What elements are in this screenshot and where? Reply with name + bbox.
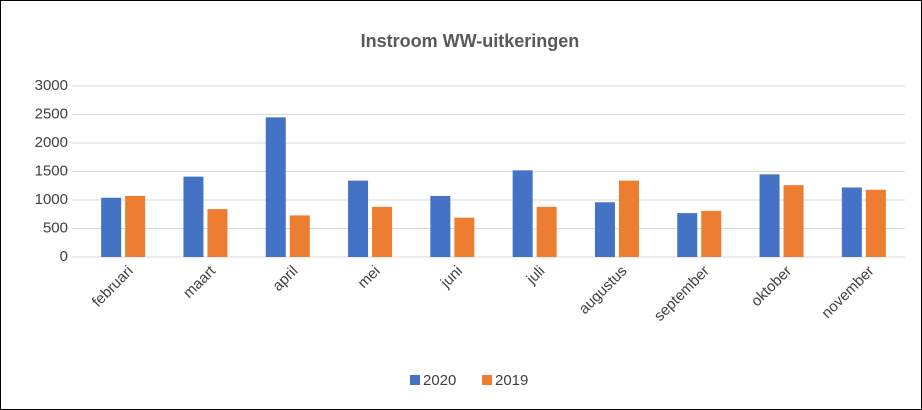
bar <box>594 202 615 257</box>
y-tick-label: 0 <box>60 248 68 265</box>
bar <box>677 213 698 257</box>
bar <box>618 180 639 257</box>
y-tick-label: 500 <box>43 219 68 236</box>
bar <box>512 170 533 257</box>
bar <box>536 206 557 257</box>
bar <box>265 117 286 257</box>
bar <box>125 196 146 257</box>
bar <box>783 185 804 257</box>
y-tick-label: 2500 <box>35 105 68 122</box>
bar <box>372 206 393 257</box>
bar <box>207 209 228 257</box>
legend-swatch <box>482 375 492 385</box>
bar <box>841 187 862 257</box>
y-tick-label: 2000 <box>35 134 68 151</box>
bar <box>183 176 204 257</box>
y-tick-label: 1500 <box>35 162 68 179</box>
bar <box>701 210 722 257</box>
bar <box>289 215 310 257</box>
bar <box>454 217 475 257</box>
y-tick-label: 3000 <box>35 77 68 94</box>
bar <box>430 196 451 257</box>
bar <box>101 197 122 257</box>
bar <box>865 189 886 257</box>
y-tick-label: 1000 <box>35 191 68 208</box>
legend-label: 2020 <box>423 372 456 389</box>
chart-title: Instroom WW-uitkeringen <box>361 31 580 51</box>
legend-label: 2019 <box>495 372 528 389</box>
legend-swatch <box>410 375 420 385</box>
bar <box>759 174 780 257</box>
bar <box>348 180 369 257</box>
